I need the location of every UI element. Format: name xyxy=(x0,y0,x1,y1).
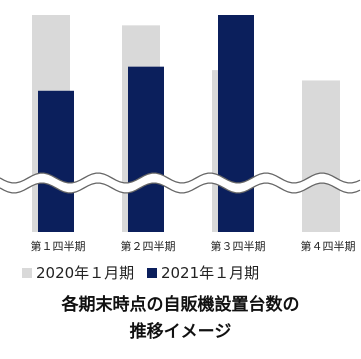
chart-caption: 各期末時点の自販機設置台数の 推移イメージ xyxy=(0,292,361,346)
bar-2021-q2 xyxy=(128,66,164,233)
legend: 2020年１月期 2021年１月期 xyxy=(0,262,361,283)
category-label-q1: 第１四半期 xyxy=(31,239,86,253)
bar-2021-q3 xyxy=(218,15,254,232)
bar-chart: 第１四半期 第２四半期 第３四半期 第４四半期 xyxy=(0,15,361,253)
axis-break-line-2 xyxy=(0,182,361,194)
caption-line-2: 推移イメージ xyxy=(129,322,232,342)
legend-item-2020: 2020年１月期 xyxy=(22,262,134,283)
legend-swatch-2021 xyxy=(146,268,157,278)
category-label-q3: 第３四半期 xyxy=(211,239,266,253)
axis-break-line-1 xyxy=(0,172,361,184)
bar-2020-q4 xyxy=(302,80,340,232)
category-label-q2: 第２四半期 xyxy=(121,239,176,253)
legend-label-2021: 2021年１月期 xyxy=(160,264,260,282)
legend-label-2020: 2020年１月期 xyxy=(36,264,135,282)
bar-2021-q1 xyxy=(38,90,74,233)
legend-swatch-2020 xyxy=(22,268,32,278)
legend-item-2021: 2021年１月期 xyxy=(146,262,260,283)
caption-line-1: 各期末時点の自販機設置台数の xyxy=(61,295,300,315)
category-label-q4: 第４四半期 xyxy=(301,239,356,253)
